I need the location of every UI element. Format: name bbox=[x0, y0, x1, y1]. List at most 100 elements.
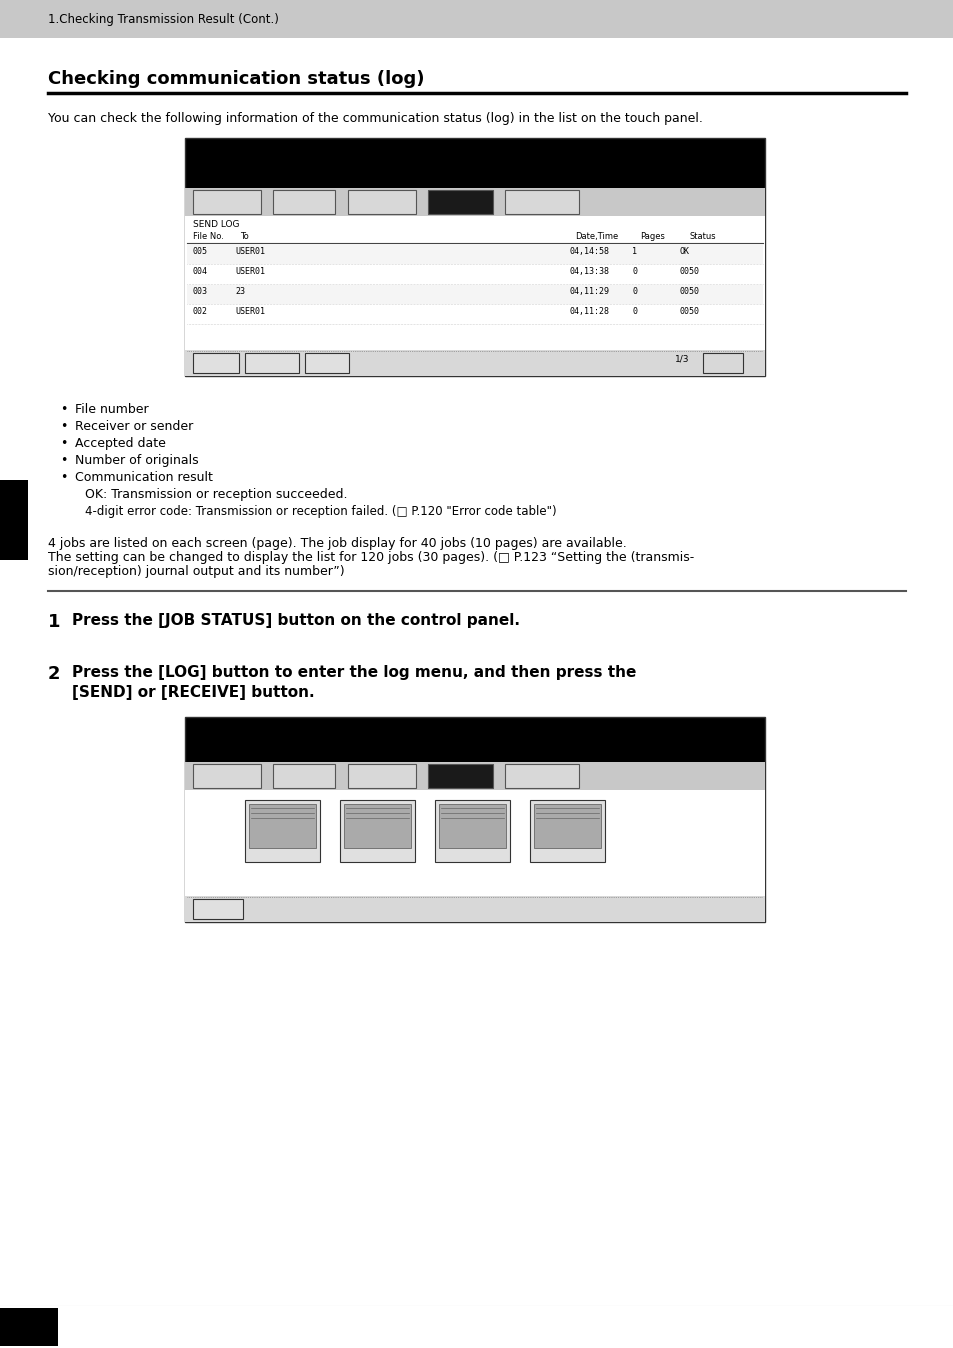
Text: USER01: USER01 bbox=[234, 267, 265, 276]
Bar bbox=[344, 803, 411, 848]
Text: 1/3: 1/3 bbox=[675, 355, 689, 364]
Bar bbox=[305, 353, 349, 373]
Text: 1: 1 bbox=[48, 613, 60, 631]
Bar bbox=[273, 190, 335, 214]
Text: SCAN: SCAN bbox=[554, 849, 579, 857]
Text: •: • bbox=[60, 454, 68, 466]
Text: 04,11:29: 04,11:29 bbox=[569, 287, 609, 297]
Text: Press the [JOB STATUS] button on the control panel.: Press the [JOB STATUS] button on the con… bbox=[71, 613, 519, 628]
Text: sion/reception) journal output and its number”): sion/reception) journal output and its n… bbox=[48, 565, 344, 578]
Bar bbox=[185, 717, 764, 922]
Text: PRINT: PRINT bbox=[268, 849, 296, 857]
Text: 04,11:28: 04,11:28 bbox=[569, 307, 609, 315]
Bar bbox=[193, 353, 239, 373]
Text: 0: 0 bbox=[632, 287, 637, 297]
Text: Status: Status bbox=[689, 232, 716, 241]
Bar bbox=[438, 803, 505, 848]
Text: 2: 2 bbox=[48, 665, 60, 683]
Bar bbox=[187, 245, 762, 264]
Text: 4: 4 bbox=[8, 514, 20, 531]
Text: STATUS: STATUS bbox=[523, 767, 559, 776]
Text: To: To bbox=[240, 232, 249, 241]
Bar bbox=[185, 790, 764, 922]
Text: Date,Time: Date,Time bbox=[575, 232, 618, 241]
Bar bbox=[249, 803, 315, 848]
Text: 23: 23 bbox=[234, 287, 245, 297]
Bar bbox=[504, 190, 578, 214]
Bar bbox=[534, 803, 600, 848]
Text: 005: 005 bbox=[193, 247, 208, 256]
Text: RECEIVE: RECEIVE bbox=[453, 849, 492, 857]
Text: 4 jobs are listed on each screen (page). The job display for 40 jobs (10 pages) : 4 jobs are listed on each screen (page).… bbox=[48, 537, 626, 550]
Bar bbox=[702, 353, 742, 373]
Bar bbox=[185, 790, 764, 922]
Bar bbox=[339, 799, 415, 861]
Text: Number of originals: Number of originals bbox=[75, 454, 198, 466]
Text: Pages: Pages bbox=[639, 232, 664, 241]
Text: File number: File number bbox=[75, 403, 149, 417]
Bar bbox=[504, 764, 578, 789]
Bar bbox=[530, 799, 604, 861]
Text: File No.: File No. bbox=[193, 232, 224, 241]
Bar bbox=[245, 799, 319, 861]
Text: LOG: LOG bbox=[451, 193, 470, 202]
Text: SCAN: SCAN bbox=[369, 193, 395, 202]
Text: FAX: FAX bbox=[294, 767, 313, 776]
Text: 04,14:58: 04,14:58 bbox=[569, 247, 609, 256]
Text: 1.Checking Transmission Result (Cont.): 1.Checking Transmission Result (Cont.) bbox=[48, 13, 278, 26]
Text: PRINT: PRINT bbox=[213, 767, 241, 776]
Text: 0050: 0050 bbox=[679, 267, 700, 276]
Text: 04,13:38: 04,13:38 bbox=[569, 267, 609, 276]
Bar bbox=[187, 284, 762, 305]
Bar bbox=[185, 137, 764, 376]
Text: RETURN: RETURN bbox=[200, 900, 235, 910]
Text: 4-digit error code: Transmission or reception failed. (□ P.120 "Error code table: 4-digit error code: Transmission or rece… bbox=[85, 506, 556, 518]
Bar bbox=[428, 190, 493, 214]
Bar bbox=[348, 764, 416, 789]
Text: STATUS: STATUS bbox=[523, 193, 559, 202]
Bar bbox=[185, 216, 764, 376]
Bar bbox=[185, 350, 764, 376]
Bar bbox=[428, 764, 493, 789]
Text: [SEND] or [RECEIVE] button.: [SEND] or [RECEIVE] button. bbox=[71, 685, 314, 700]
Text: RETURN: RETURN bbox=[198, 357, 233, 367]
Bar bbox=[245, 353, 298, 373]
Text: JOURNAL: JOURNAL bbox=[253, 357, 291, 367]
Bar bbox=[435, 799, 510, 861]
Bar bbox=[185, 896, 764, 922]
Bar bbox=[187, 266, 762, 284]
Text: 0050: 0050 bbox=[679, 287, 700, 297]
Text: Next: Next bbox=[710, 357, 734, 367]
Bar bbox=[273, 764, 335, 789]
Text: USER01: USER01 bbox=[234, 307, 265, 315]
Text: USER01: USER01 bbox=[234, 247, 265, 256]
Bar bbox=[0, 480, 28, 559]
Text: 1: 1 bbox=[632, 247, 637, 256]
Text: •: • bbox=[60, 421, 68, 433]
Bar bbox=[185, 187, 764, 216]
Text: 002: 002 bbox=[193, 307, 208, 315]
Text: •: • bbox=[60, 470, 68, 484]
Text: OK: Transmission or reception succeeded.: OK: Transmission or reception succeeded. bbox=[85, 488, 347, 501]
Text: SCAN: SCAN bbox=[369, 767, 395, 776]
Text: Checking communication status (log): Checking communication status (log) bbox=[48, 70, 424, 88]
Bar bbox=[185, 216, 764, 376]
Text: Press the [LOG] button to enter the log menu, and then press the: Press the [LOG] button to enter the log … bbox=[71, 665, 636, 679]
Bar bbox=[193, 899, 243, 919]
Text: The setting can be changed to display the list for 120 jobs (30 pages). (□ P.123: The setting can be changed to display th… bbox=[48, 551, 694, 563]
Text: SEND LOG: SEND LOG bbox=[193, 220, 239, 229]
Text: •: • bbox=[60, 403, 68, 417]
Text: 0050: 0050 bbox=[679, 307, 700, 315]
Bar bbox=[193, 764, 261, 789]
Text: 0: 0 bbox=[632, 307, 637, 315]
Text: FAX: FAX bbox=[294, 193, 313, 202]
Bar bbox=[193, 190, 261, 214]
Bar bbox=[348, 190, 416, 214]
Bar bbox=[187, 305, 762, 324]
Text: OK: OK bbox=[679, 247, 689, 256]
Bar bbox=[185, 762, 764, 790]
Bar bbox=[0, 0, 953, 38]
Text: 4.CHECKING AND CANCELING THE COMMUNICATIONS: 4.CHECKING AND CANCELING THE COMMUNICATI… bbox=[78, 1318, 376, 1328]
Text: PRINT: PRINT bbox=[213, 193, 241, 202]
Text: LOG: LOG bbox=[451, 767, 470, 776]
